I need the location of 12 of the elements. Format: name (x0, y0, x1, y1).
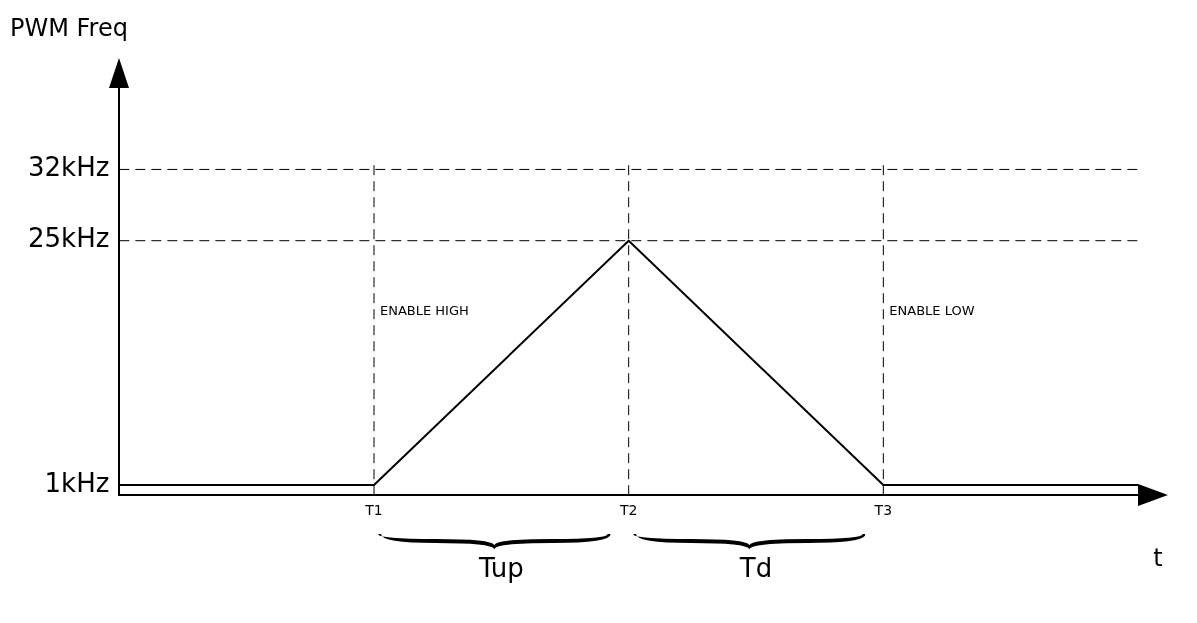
y-tick-label: 1kHz (44, 467, 110, 498)
text: Tup (477, 552, 524, 583)
x-tick-label: T3 (873, 502, 893, 519)
x-tick-label: T2 (618, 502, 638, 519)
y-tick-label: 32kHz (28, 152, 110, 183)
x-axis-title: t (1153, 544, 1163, 573)
text: Td (738, 552, 773, 583)
y-axis-title: PWM Freq (10, 14, 128, 43)
annotation: ENABLE LOW (889, 303, 975, 319)
annotation: ENABLE HIGH (380, 303, 469, 319)
x-tick-label: T1 (364, 502, 383, 519)
y-tick-label: 25kHz (28, 223, 110, 254)
